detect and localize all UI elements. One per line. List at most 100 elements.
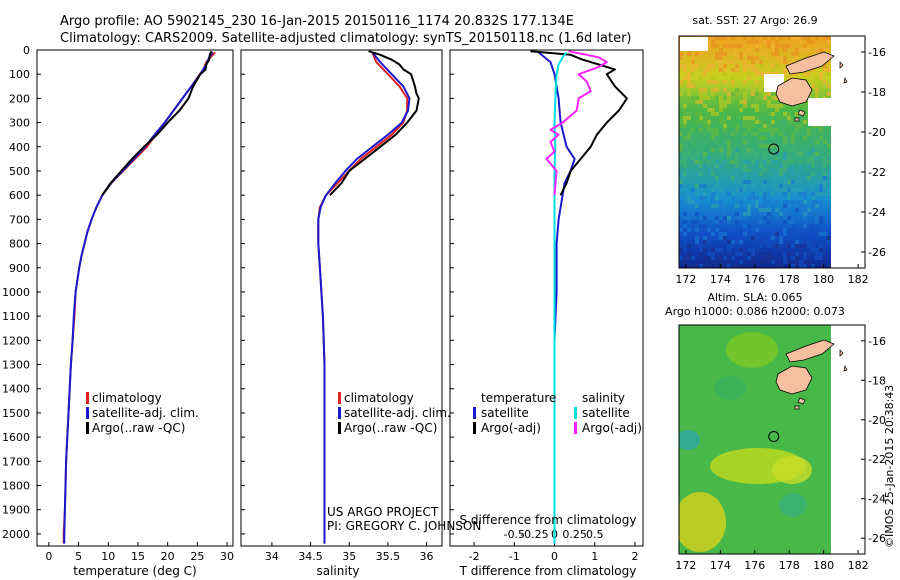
sst-pixel: [703, 216, 707, 220]
sst-pixel: [799, 164, 803, 168]
sst-pixel: [699, 264, 703, 268]
x-tick-label: 35.5: [376, 550, 401, 563]
sst-pixel: [803, 236, 807, 240]
sst-pixel: [787, 76, 791, 80]
sst-pixel: [719, 36, 723, 40]
sst-pixel: [759, 204, 763, 208]
sst-pixel: [711, 252, 715, 256]
depth-tick-label: 1500: [2, 407, 30, 420]
sst-pixel: [795, 104, 799, 108]
sst-pixel: [727, 44, 731, 48]
depth-tick-label: 0: [23, 44, 30, 57]
sst-pixel: [755, 108, 759, 112]
sst-pixel: [747, 116, 751, 120]
sst-pixel: [679, 228, 683, 232]
sst-pixel: [795, 240, 799, 244]
sst-pixel: [703, 196, 707, 200]
sst-pixel: [735, 152, 739, 156]
sst-pixel: [763, 128, 767, 132]
sst-pixel: [739, 216, 743, 220]
sst-pixel: [723, 132, 727, 136]
sst-pixel: [723, 52, 727, 56]
sst-pixel: [755, 200, 759, 204]
sst-pixel: [803, 212, 807, 216]
sst-pixel: [683, 120, 687, 124]
sst-pixel: [803, 244, 807, 248]
sst-pixel: [779, 240, 783, 244]
sst-pixel: [695, 228, 699, 232]
sst-pixel: [747, 48, 751, 52]
sst-pixel: [707, 160, 711, 164]
sst-pixel: [763, 108, 767, 112]
sst-pixel: [699, 244, 703, 248]
sst-pixel: [799, 200, 803, 204]
sst-pixel: [707, 124, 711, 128]
series-line-climatology: [317, 52, 409, 544]
sst-pixel: [715, 104, 719, 108]
sst-pixel: [743, 132, 747, 136]
sst-pixel: [715, 220, 719, 224]
sst-pixel: [811, 196, 815, 200]
sst-pixel: [787, 244, 791, 248]
sst-pixel: [747, 160, 751, 164]
sst-pixel: [799, 264, 803, 268]
sst-pixel: [783, 212, 787, 216]
sst-pixel: [683, 64, 687, 68]
sst-pixel: [731, 44, 735, 48]
sst-pixel: [707, 40, 711, 44]
sst-pixel: [715, 184, 719, 188]
sst-pixel: [703, 156, 707, 160]
sst-pixel: [791, 144, 795, 148]
sst-pixel: [815, 48, 819, 52]
sst-pixel: [683, 212, 687, 216]
temperature-panel: 0 5 10 15 20 25 30 temperature (deg C) climato…: [36, 49, 234, 578]
sst-pixel: [747, 224, 751, 228]
sst-pixel: [767, 256, 771, 260]
sst-pixel: [755, 152, 759, 156]
sst-pixel: [679, 144, 683, 148]
sst-pixel: [759, 108, 763, 112]
sst-pixel: [687, 216, 691, 220]
sst-pixel: [727, 208, 731, 212]
fiji-small-islands: [794, 61, 848, 122]
sst-pixel: [751, 132, 755, 136]
sst-pixel: [723, 172, 727, 176]
sla-anomaly-low: [714, 376, 746, 400]
sst-pixel: [775, 48, 779, 52]
sst-pixel: [743, 148, 747, 152]
sst-pixel: [707, 64, 711, 68]
sst-pixel: [715, 56, 719, 60]
sst-pixel: [699, 184, 703, 188]
sst-pixel: [755, 84, 759, 88]
sst-pixel: [783, 140, 787, 144]
sst-pixel: [683, 208, 687, 212]
sst-pixel: [807, 208, 811, 212]
sst-pixel: [687, 252, 691, 256]
legend-argo-swatch: [86, 422, 89, 434]
sst-pixel: [719, 100, 723, 104]
sst-pixel: [803, 196, 807, 200]
sst-pixel: [775, 64, 779, 68]
sst-pixel: [723, 124, 727, 128]
sst-pixel: [775, 176, 779, 180]
sst-pixel: [819, 80, 823, 84]
sst-pixel: [715, 84, 719, 88]
sst-pixel: [783, 176, 787, 180]
sst-pixel: [715, 224, 719, 228]
fiji-small-islands: [794, 349, 848, 410]
sst-pixel: [703, 120, 707, 124]
sst-pixel: [779, 164, 783, 168]
sst-pixel: [767, 112, 771, 116]
sst-pixel: [759, 208, 763, 212]
sst-pixel: [699, 120, 703, 124]
sst-pixel: [747, 152, 751, 156]
sst-pixel: [735, 100, 739, 104]
sst-pixel: [727, 220, 731, 224]
sst-pixel: [719, 104, 723, 108]
sst-pixel: [823, 176, 827, 180]
sst-pixel: [715, 248, 719, 252]
sst-pixel: [715, 196, 719, 200]
sst-pixel: [691, 128, 695, 132]
map-x-tick-label: 178: [779, 559, 800, 572]
sst-pixel: [759, 72, 763, 76]
